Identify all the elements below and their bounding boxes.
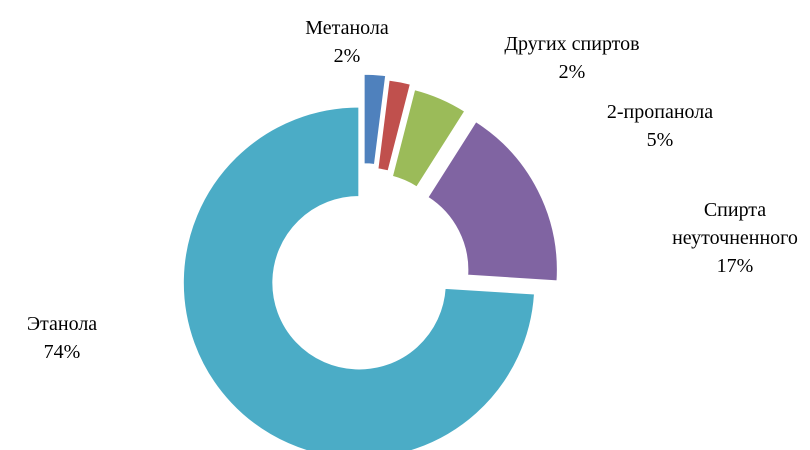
value-label: 17% bbox=[716, 255, 754, 277]
donut-slice bbox=[182, 105, 536, 450]
value-label: 2% bbox=[558, 61, 586, 83]
data-label: 2-пропанола 5% bbox=[560, 98, 760, 154]
value-label: 5% bbox=[646, 129, 674, 151]
value-label: 2% bbox=[333, 45, 361, 67]
category-label: Спирта неуточненного bbox=[672, 199, 798, 249]
donut-slice bbox=[391, 88, 467, 189]
donut-slice bbox=[376, 79, 412, 173]
donut-slice bbox=[363, 73, 387, 166]
data-label: Этанола 74% bbox=[2, 310, 122, 366]
data-label: Метанола 2% bbox=[247, 14, 447, 70]
category-label: 2-пропанола bbox=[606, 101, 714, 123]
data-label: Других спиртов 2% bbox=[462, 30, 682, 86]
category-label: Других спиртов bbox=[504, 33, 640, 55]
data-label: Спирта неуточненного 17% bbox=[660, 196, 810, 280]
category-label: Этанола bbox=[26, 313, 98, 335]
donut-slice bbox=[426, 120, 559, 282]
category-label: Метанола bbox=[305, 17, 389, 39]
value-label: 74% bbox=[43, 341, 81, 363]
